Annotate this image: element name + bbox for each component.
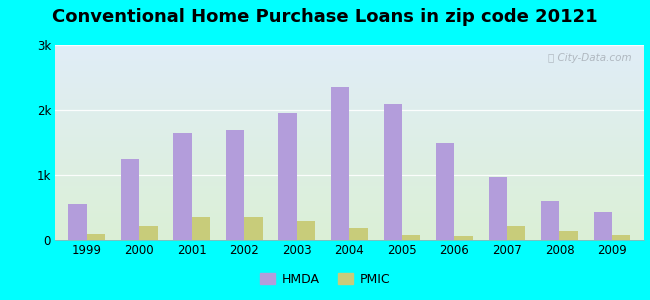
Bar [139,226,158,240]
Bar [331,87,350,240]
Bar [454,236,473,240]
Bar [489,177,507,240]
Bar [278,113,297,240]
Bar [192,217,210,240]
Text: ⓘ City-Data.com: ⓘ City-Data.com [548,53,632,63]
Bar [436,142,454,240]
Bar [121,159,139,240]
Bar [174,133,192,240]
Bar [541,201,560,240]
Bar [226,130,244,240]
Bar [86,233,105,240]
Bar [593,212,612,240]
Legend: HMDA, PMIC: HMDA, PMIC [255,268,395,291]
Bar [612,235,630,240]
Bar [244,217,263,240]
Text: Conventional Home Purchase Loans in zip code 20121: Conventional Home Purchase Loans in zip … [52,8,598,26]
Bar [507,226,525,240]
Bar [560,231,578,240]
Bar [68,204,86,240]
Bar [350,228,368,240]
Bar [297,220,315,240]
Bar [384,103,402,240]
Bar [402,236,421,240]
